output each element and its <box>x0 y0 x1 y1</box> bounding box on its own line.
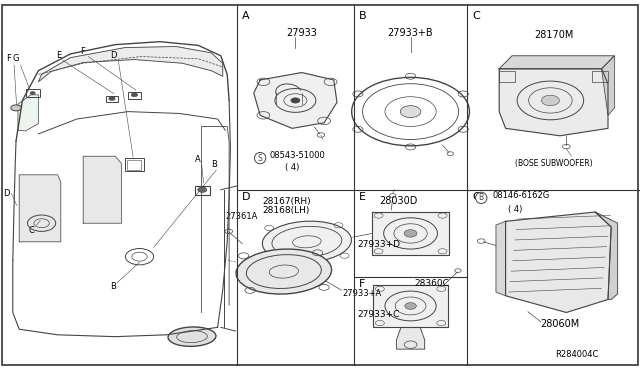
Circle shape <box>198 187 207 192</box>
Bar <box>195 186 210 195</box>
Text: 08543-51000: 08543-51000 <box>270 151 326 160</box>
Text: ( 4): ( 4) <box>508 205 522 214</box>
Text: D: D <box>3 189 10 198</box>
Polygon shape <box>602 56 614 115</box>
Polygon shape <box>373 285 448 327</box>
Text: 28060M: 28060M <box>540 320 580 329</box>
Text: E: E <box>359 192 366 202</box>
Polygon shape <box>506 212 611 312</box>
Text: 27933+C: 27933+C <box>357 310 399 319</box>
Circle shape <box>541 95 559 106</box>
Bar <box>106 96 118 102</box>
Polygon shape <box>372 212 449 255</box>
Bar <box>128 92 141 99</box>
Text: D: D <box>242 192 250 202</box>
Text: A: A <box>242 11 250 21</box>
Text: R284004C: R284004C <box>555 350 598 359</box>
Polygon shape <box>18 95 38 131</box>
Text: B: B <box>110 282 116 291</box>
Circle shape <box>131 93 138 97</box>
Circle shape <box>109 97 115 100</box>
Text: 27361A: 27361A <box>225 212 257 221</box>
Circle shape <box>11 105 21 111</box>
Text: 27933+B: 27933+B <box>388 29 433 38</box>
Text: 27933+A: 27933+A <box>343 289 382 298</box>
Circle shape <box>401 106 421 118</box>
Bar <box>26 89 40 97</box>
Text: G: G <box>13 54 19 63</box>
Circle shape <box>291 98 300 103</box>
Text: F: F <box>359 279 365 289</box>
Polygon shape <box>254 73 337 128</box>
Polygon shape <box>83 156 122 223</box>
Bar <box>592 71 608 82</box>
Text: S: S <box>258 154 262 163</box>
Text: C: C <box>29 226 35 235</box>
Text: 08146-6162G: 08146-6162G <box>493 191 550 200</box>
Circle shape <box>404 303 416 310</box>
Text: 27933: 27933 <box>286 29 317 38</box>
Polygon shape <box>38 46 223 82</box>
Text: B: B <box>211 160 217 169</box>
Text: (BOSE SUBWOOFER): (BOSE SUBWOOFER) <box>515 159 593 168</box>
Text: 28360C: 28360C <box>415 279 449 288</box>
Text: D: D <box>110 51 116 60</box>
Text: B: B <box>359 11 367 21</box>
Text: B: B <box>479 193 484 202</box>
Bar <box>127 160 141 170</box>
Text: G: G <box>472 192 481 202</box>
Text: 28170M: 28170M <box>534 31 573 40</box>
Text: A: A <box>195 155 201 164</box>
Polygon shape <box>499 69 608 136</box>
Polygon shape <box>396 327 425 349</box>
Text: 28167(RH): 28167(RH) <box>262 197 311 206</box>
Polygon shape <box>19 175 61 242</box>
Ellipse shape <box>262 221 351 263</box>
Text: 28168(LH): 28168(LH) <box>262 206 310 215</box>
Text: ( 4): ( 4) <box>285 163 300 172</box>
Text: 28030D: 28030D <box>380 196 418 206</box>
Polygon shape <box>499 56 614 69</box>
Bar <box>125 158 144 171</box>
Circle shape <box>404 230 417 237</box>
Text: 27933+D: 27933+D <box>357 240 400 249</box>
Polygon shape <box>496 221 506 296</box>
Polygon shape <box>595 212 618 299</box>
Circle shape <box>30 92 35 94</box>
Text: F: F <box>6 54 12 63</box>
Text: F: F <box>80 47 85 56</box>
Text: E: E <box>56 51 61 60</box>
Ellipse shape <box>168 327 216 346</box>
Bar <box>499 71 515 82</box>
Ellipse shape <box>236 249 332 294</box>
Text: C: C <box>472 11 480 21</box>
